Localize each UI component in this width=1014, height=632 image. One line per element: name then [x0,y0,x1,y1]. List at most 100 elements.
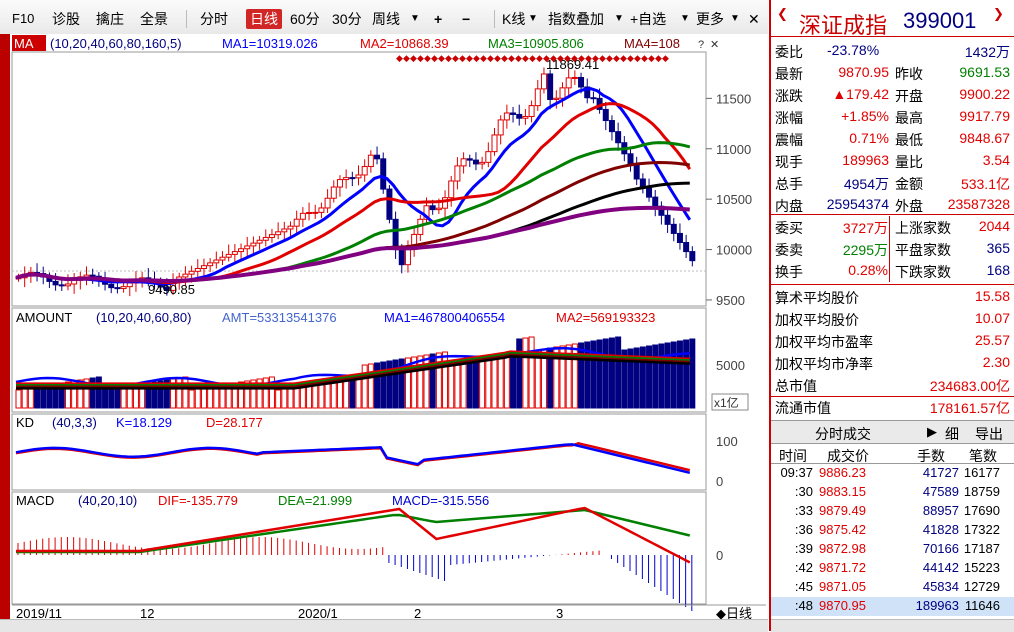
macd-lines [16,506,691,564]
candle-body [423,205,430,220]
candle-body [355,174,362,179]
tick-cell: 9870.95 [819,598,866,613]
period-label[interactable]: ◆日线 [716,606,752,621]
chevron-down-icon[interactable]: ▼ [528,13,538,24]
index-overlay-menu[interactable]: 指数叠加 [548,11,604,27]
candle-body [213,259,220,264]
candle-body [540,73,547,90]
tab-intraday[interactable]: 分时 [200,11,228,27]
amount-bar [244,380,251,409]
candle-body [238,248,245,253]
amount-ma-line [16,355,690,390]
amount-bar [318,382,325,409]
diagnose-button[interactable]: 诊股 [52,11,80,27]
amount-params: (10,20,40,60,80) [96,310,191,325]
stat-value: 10.07 [974,310,1010,326]
event-marker: ◆ [529,53,536,63]
amount-bar [491,357,498,409]
macd-histogram [17,537,693,611]
zhuang-button[interactable]: 擒庄 [96,11,124,27]
candle-body [392,218,399,251]
quote-panel: ❮ 深证成指 399001 ❯ 委比 -23.78% 1432万 最新 9870.95 昨… [769,0,1014,632]
panorama-button[interactable]: 全景 [140,11,168,27]
candle-body [454,165,461,182]
chevron-down-icon[interactable]: ▼ [730,13,740,24]
candle-body [398,249,405,266]
amount-bar [349,377,356,409]
kline-menu[interactable]: K线 [502,11,526,27]
tick-cell: 09:37 [780,465,813,480]
expand-icon[interactable]: ▶ [927,424,937,439]
tab-60min[interactable]: 60分 [290,11,320,27]
amount-bar [151,381,158,409]
event-marker: ◆ [466,53,473,63]
event-marker: ◆ [564,53,571,63]
amount-bar [615,336,622,409]
amount-bar [207,386,214,409]
zoom-in-button[interactable]: + [434,11,443,27]
amount-bars [15,336,696,409]
quote-label: 委比 [775,44,803,60]
quote-label: 开盘 [895,88,923,104]
zoom-out-button[interactable]: − [462,11,471,27]
prev-stock-icon[interactable]: ❮ [777,6,788,21]
close-icon[interactable]: ✕ [748,11,760,27]
amount-bar [497,356,504,409]
amount-bar [157,380,164,409]
stat-value: 2.30 [982,354,1010,370]
amount-bar [658,343,665,409]
amount-bar [250,379,257,409]
chart-area[interactable]: MA (10,20,40,60,80,160,5) MA1=10319.026 … [0,34,768,631]
quote-value: 23587328 [947,196,1010,212]
kd-axis-100: 100 [716,434,738,449]
amount-bar [120,386,127,409]
event-marker: ◆ [648,53,655,63]
settings-icon[interactable]: ? [698,39,704,51]
candle-body [207,262,214,267]
f10-button[interactable]: F10 [12,11,35,26]
stat-label: 总市值 [775,378,817,394]
export-button[interactable]: 导出 [975,426,1003,442]
amount-bar [429,353,436,409]
tick-cell: :45 [794,579,813,594]
ma-selector[interactable] [12,35,46,51]
detail-button[interactable]: 细 [945,426,959,442]
quote-header: ❮ 深证成指 399001 ❯ [771,0,1014,38]
candle-body [516,113,523,119]
kline-chart[interactable]: MA (10,20,40,60,80,160,5) MA1=10319.026 … [0,34,768,621]
event-marker: ◆ [627,53,634,63]
more-menu[interactable]: 更多 [696,11,724,27]
tab-daily[interactable]: 日线 [246,9,282,29]
chevron-down-icon[interactable]: ▼ [680,13,690,24]
event-marker: ◆ [662,53,669,63]
tab-weekly[interactable]: 周线 [372,11,400,27]
candle-body [380,158,387,190]
divider [889,216,890,282]
event-marker: ◆ [452,53,459,63]
candle-body [120,286,127,290]
candle-body [336,179,343,188]
toolbar: F10 诊股 擒庄 全景 分时 日线 60分 30分 周线 ▼ + − K线 ▼… [0,0,768,35]
ma2-value: MA2=10868.39 [360,36,449,51]
event-marker: ◆ [494,53,501,63]
amount-bar [627,348,634,409]
status-bar [0,619,768,632]
event-marker: ◆ [487,53,494,63]
tab-30min[interactable]: 30分 [332,11,362,27]
quote-value: 189963 [842,152,889,168]
close-icon[interactable]: ✕ [710,39,719,51]
selected-row[interactable] [771,597,1014,616]
quote-value: 1432万 [964,44,1010,60]
add-favorite-button[interactable]: +自选 [630,11,667,27]
chevron-down-icon[interactable]: ▼ [410,13,420,24]
next-stock-icon[interactable]: ❯ [993,6,1004,21]
kd-k: K=18.129 [116,415,172,430]
event-markers: ◆ ◆ ◆ ◆ ◆ ◆ ◆ ◆ ◆ ◆ ◆ ◆ ◆ ◆ ◆ ◆ ◆ ◆ ◆ ◆ ◆ ◆ ◆ ◆ ◆ ◆ ◆ ◆ ◆ ◆ ◆ ◆ ◆ ◆ ◆ ◆ ◆ ◆ ◆ [396,53,669,63]
candle-body [306,212,313,215]
tick-cell: 45834 [922,579,959,594]
amount-bar [639,346,646,409]
candle-body [188,270,195,275]
tick-cell: 88957 [922,503,959,518]
amount-bar [466,361,473,409]
chevron-down-icon[interactable]: ▼ [614,13,624,24]
